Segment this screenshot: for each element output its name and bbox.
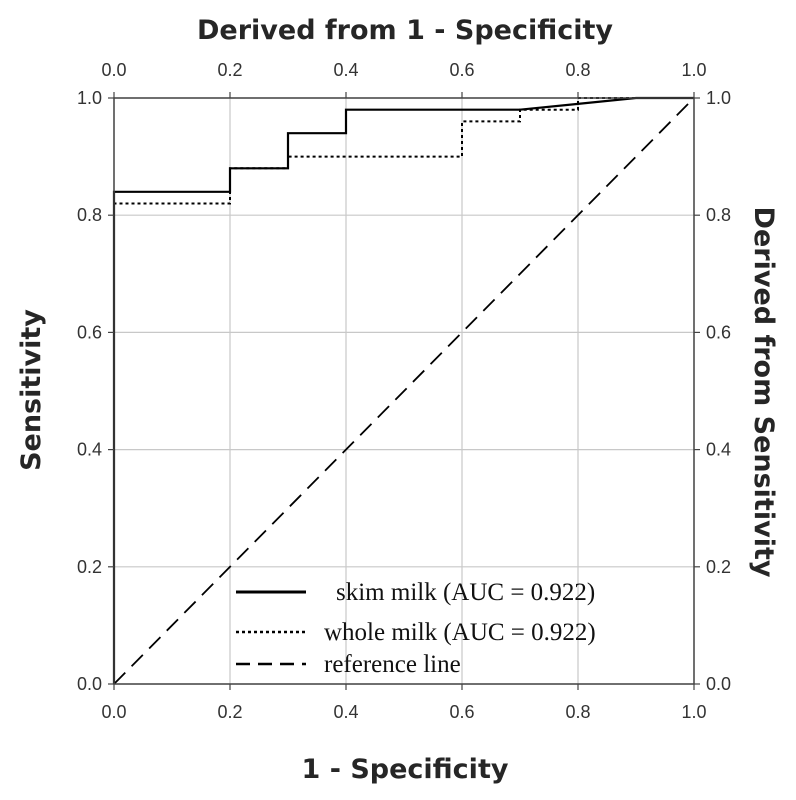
x-tick-label: 0.2: [217, 702, 242, 722]
top-axis-title: Derived from 1 - Specificity: [197, 15, 613, 46]
x-tick-label: 0.0: [101, 702, 126, 722]
reference-line-curve: [113, 97, 695, 685]
x-tick-label: 0.4: [333, 702, 358, 722]
ticks: 0.00.00.20.20.40.40.60.60.80.81.01.00.0 0…: [77, 60, 731, 722]
right-axis-title: Derived from Sensitivity: [748, 207, 779, 578]
top-tick-label: 0.2: [217, 60, 242, 80]
top-tick-label: 0.0: [101, 60, 126, 80]
y-tick-label: 1.0: [77, 88, 102, 108]
legend-label: reference line: [324, 651, 461, 678]
top-tick-label: 1.0: [681, 60, 706, 80]
legend-label: whole milk (AUC = 0.922): [324, 619, 596, 646]
top-tick-label: 0.6: [449, 60, 474, 80]
legend: skim milk (AUC = 0.922) whole milk (AUC =…: [236, 579, 596, 678]
y-tick-label: 0.6: [77, 322, 102, 342]
right-tick-label: 0.6: [706, 322, 731, 342]
skim-milk-curve: [112, 96, 694, 684]
whole-milk-curve: [113, 97, 694, 684]
y-tick-label: 0.2: [77, 557, 102, 577]
x-tick-label: 0.6: [449, 702, 474, 722]
y-tick-label: 0.0: [77, 674, 102, 694]
right-tick-label: 0.2: [706, 557, 731, 577]
y-tick-label: 0.4: [77, 440, 102, 460]
series-layer: [112, 96, 695, 685]
legend-label: skim milk (AUC = 0.922): [336, 579, 595, 606]
x-axis-title: 1 - Specificity: [302, 754, 509, 785]
y-axis-title: Sensitivity: [16, 309, 47, 471]
x-tick-label: 1.0: [681, 702, 706, 722]
plot-frame: [113, 97, 695, 685]
top-tick-label: 0.4: [333, 60, 358, 80]
x-tick-label: 0.8: [565, 702, 590, 722]
top-tick-label: 0.8: [565, 60, 590, 80]
right-tick-label: 0.4: [706, 440, 731, 460]
right-tick-label: 0.0: [706, 674, 731, 694]
right-tick-label: 1.0: [706, 88, 731, 108]
right-tick-label: 0.8: [706, 205, 731, 225]
y-tick-label: 0.8: [77, 205, 102, 225]
